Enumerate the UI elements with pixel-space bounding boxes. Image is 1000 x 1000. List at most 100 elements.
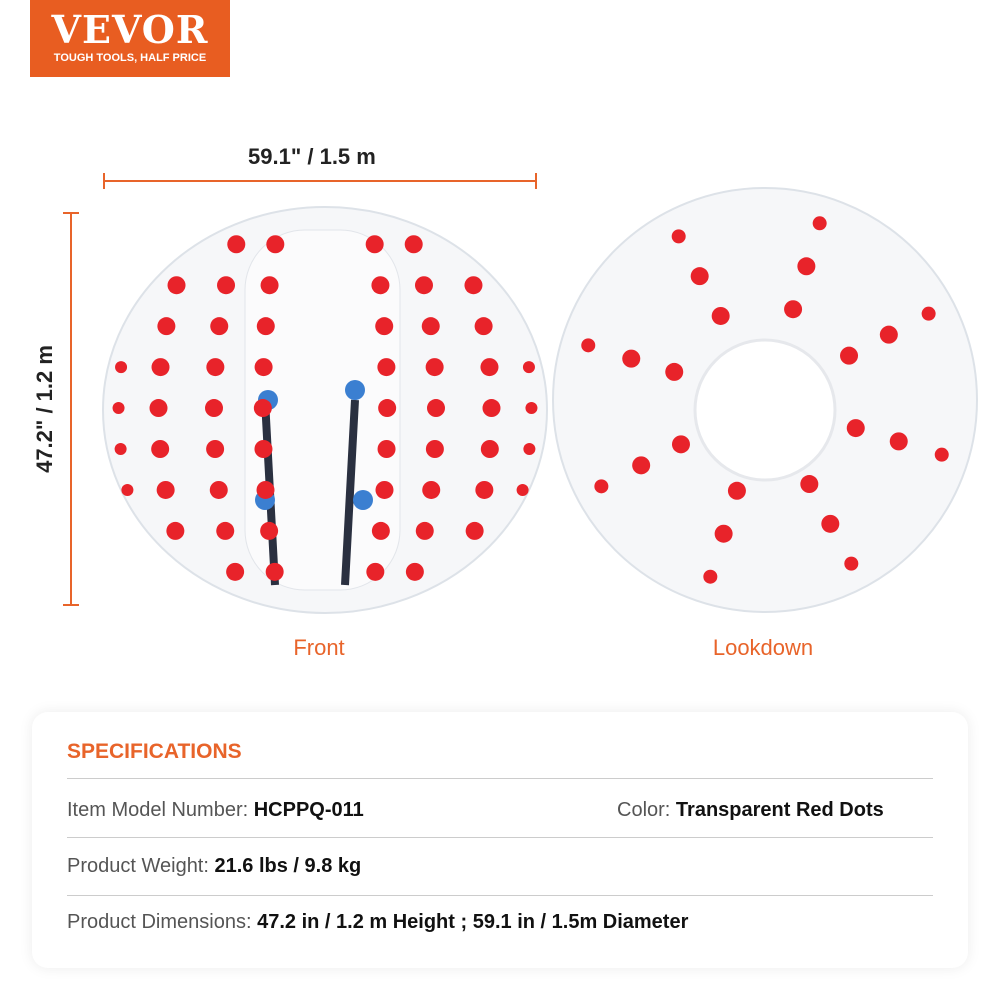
divider: [67, 778, 933, 779]
specifications-card: SPECIFICATIONS Item Model Number: HCPPQ-…: [32, 712, 968, 968]
red-dot: [254, 358, 273, 377]
red-dot: [727, 481, 746, 500]
red-dot: [784, 300, 803, 319]
red-dot: [480, 358, 499, 377]
red-dot: [371, 276, 390, 295]
red-dot: [632, 456, 651, 475]
logo-tagline: TOUGH TOOLS, HALF PRICE: [53, 52, 207, 64]
red-dot: [405, 562, 424, 581]
red-dot: [206, 358, 225, 377]
red-dot: [371, 521, 390, 540]
spec-color: Color: Transparent Red Dots: [617, 799, 884, 821]
red-dot: [156, 480, 175, 499]
red-dot: [205, 399, 224, 418]
red-dot: [879, 325, 898, 344]
red-dot: [121, 483, 134, 496]
width-dimension-label: 59.1" / 1.5 m: [248, 144, 376, 169]
red-dot: [114, 443, 127, 455]
red-dot: [474, 317, 493, 336]
red-dot: [671, 229, 686, 244]
red-dot: [844, 556, 859, 571]
red-dot: [265, 562, 284, 581]
red-dot: [426, 399, 445, 418]
red-dot: [581, 338, 596, 353]
red-dot: [266, 235, 285, 254]
red-dot: [377, 440, 396, 458]
red-dot: [703, 569, 718, 584]
spec-dimensions: Product Dimensions: 47.2 in / 1.2 m Heig…: [67, 911, 689, 933]
red-dot: [594, 479, 609, 494]
lookdown-red-dots: [581, 216, 949, 584]
red-dot: [253, 399, 272, 418]
red-dot: [112, 402, 125, 415]
divider: [67, 837, 933, 838]
red-dot: [254, 440, 273, 458]
red-dot: [516, 483, 529, 496]
red-dot: [889, 432, 908, 451]
red-dot: [846, 419, 865, 438]
red-dot: [260, 276, 279, 295]
height-dimension-label: 47.2" / 1.2 m: [32, 345, 57, 473]
red-dot: [422, 480, 441, 499]
red-dot: [934, 447, 949, 462]
red-dot: [622, 349, 641, 368]
red-dot: [375, 317, 394, 336]
logo-brand: VEVOR: [51, 7, 209, 52]
specifications-title: SPECIFICATIONS: [67, 740, 242, 763]
red-dot: [421, 317, 440, 336]
red-dot: [425, 440, 444, 458]
red-dot: [482, 399, 501, 418]
vevor-logo: VEVOR TOUGH TOOLS, HALF PRICE: [30, 0, 230, 77]
red-dot: [209, 480, 228, 499]
red-dot: [149, 399, 168, 418]
red-dot: [522, 361, 535, 374]
red-dot: [375, 480, 394, 499]
red-dot: [151, 440, 170, 458]
red-dot: [671, 435, 690, 454]
red-dot: [797, 257, 816, 276]
red-dot: [690, 267, 709, 286]
red-dot: [166, 521, 185, 540]
lookdown-view-label: Lookdown: [712, 635, 814, 660]
spec-weight: Product Weight: 21.6 lbs / 9.8 kg: [67, 855, 362, 877]
red-dot: [157, 317, 176, 336]
red-dot: [167, 276, 186, 295]
spec-model: Item Model Number: HCPPQ-011: [67, 799, 364, 821]
red-dot: [821, 514, 840, 533]
red-dot: [711, 306, 730, 325]
red-dot: [523, 443, 536, 455]
red-dot: [227, 235, 246, 254]
red-dot: [812, 216, 827, 231]
red-dot: [115, 361, 128, 374]
red-dot: [800, 475, 819, 494]
red-dot: [665, 362, 684, 381]
red-dot: [378, 399, 397, 418]
red-dot: [217, 276, 236, 295]
red-dot: [260, 521, 279, 540]
red-dot: [151, 358, 170, 377]
red-dot: [714, 524, 733, 543]
red-dot: [840, 346, 859, 365]
lookdown-opening: [693, 338, 837, 482]
red-dot: [366, 562, 385, 581]
red-dot: [480, 440, 499, 458]
divider: [67, 895, 933, 896]
red-dot: [377, 358, 396, 377]
red-dot: [414, 276, 433, 295]
red-dot: [256, 317, 275, 336]
red-dot: [921, 306, 936, 321]
red-dot: [404, 235, 423, 254]
front-view-label: Front: [293, 635, 345, 660]
red-dot: [365, 235, 384, 254]
red-dot: [210, 317, 229, 336]
red-dot: [216, 521, 235, 540]
red-dot: [525, 402, 538, 415]
product-illustration: [63, 173, 978, 614]
red-dot: [206, 440, 225, 458]
red-dot: [464, 276, 483, 295]
red-dot: [475, 480, 494, 499]
red-dot: [425, 358, 444, 377]
red-dot: [465, 521, 484, 540]
front-red-dots: [112, 235, 538, 581]
red-dot: [226, 562, 245, 581]
